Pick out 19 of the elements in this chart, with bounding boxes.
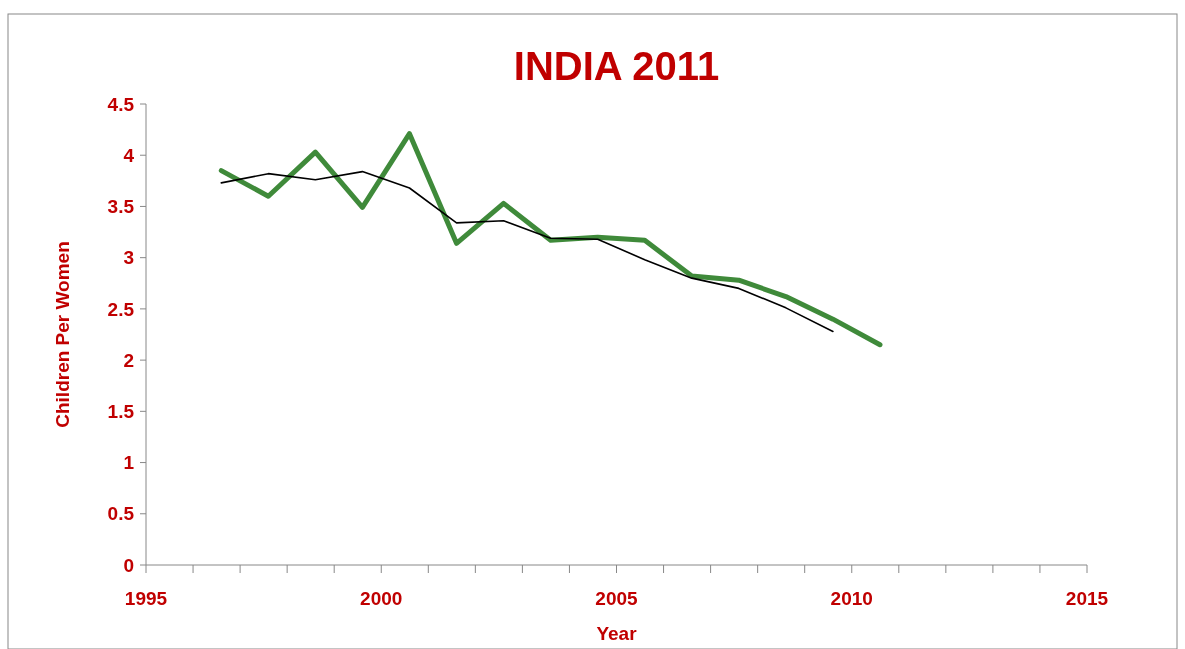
y-tick-label: 4.5 [107,93,135,115]
y-axis-title: Children Per Women [52,241,73,428]
y-tick-label: 0.5 [107,503,135,525]
y-tick-label: 3.5 [107,196,135,218]
y-tick-label: 2.5 [107,298,135,320]
y-tick-label: 0 [123,554,134,576]
x-tick-label: 1995 [124,588,168,609]
y-tick-label: 3 [123,247,134,269]
chart-title: INDIA 2011 [513,44,720,88]
x-tick-label: 2015 [1065,588,1109,609]
x-tick-label: 2010 [830,588,873,609]
x-tick-label: 2000 [360,588,403,609]
y-tick-label: 2 [123,349,134,371]
x-axis-title: Year [596,623,638,644]
y-tick-label: 1.5 [107,400,135,422]
y-tick-label: 4 [123,144,135,166]
line-series [220,170,834,333]
y-tick-label: 1 [123,452,135,474]
x-tick-label: 2005 [595,588,639,609]
